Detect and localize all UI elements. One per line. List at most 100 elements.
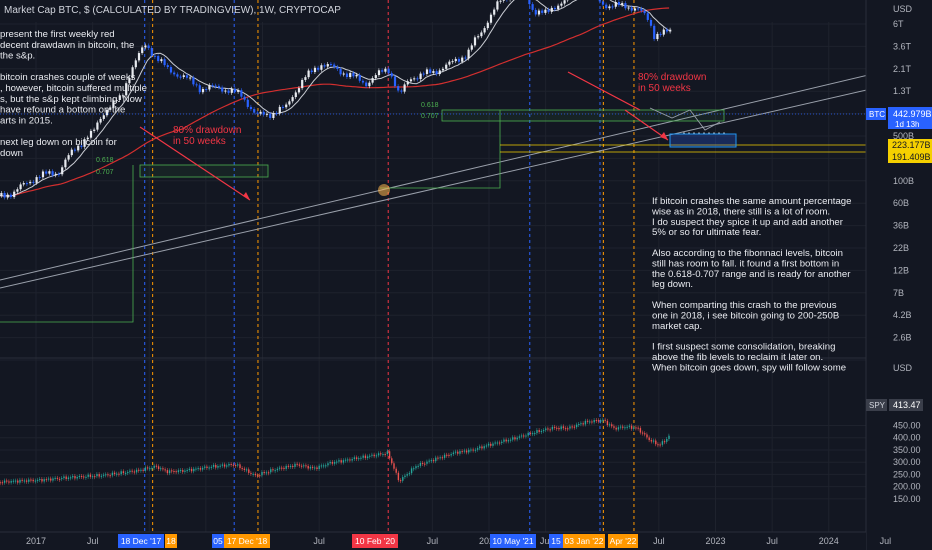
drawdown-arrow-2018 bbox=[139, 126, 251, 201]
btc-candle bbox=[157, 56, 160, 62]
spy-candle bbox=[373, 454, 375, 457]
note-line: the s&p. bbox=[0, 51, 35, 62]
spy-candle bbox=[582, 423, 584, 425]
spy-candle bbox=[663, 441, 666, 443]
time-label: Jul bbox=[427, 536, 439, 546]
spy-candle bbox=[142, 469, 144, 471]
spy-candle bbox=[190, 468, 193, 472]
spy-candle bbox=[311, 466, 314, 468]
note-line: 5% or so for ultimate fear. bbox=[652, 227, 761, 238]
btc-axis-label: 100B bbox=[893, 176, 914, 186]
btc-candles bbox=[0, 0, 672, 200]
btc-candle bbox=[221, 87, 224, 92]
spy-candle bbox=[307, 465, 309, 469]
spy-candle bbox=[459, 451, 461, 454]
spy-candle bbox=[56, 477, 59, 479]
level-low-box bbox=[888, 151, 932, 163]
btc-axis-label: 3.6T bbox=[893, 41, 912, 51]
btc-candle bbox=[365, 82, 368, 87]
spy-candle bbox=[514, 437, 516, 440]
spy-tag-box bbox=[866, 399, 887, 411]
spy-candle bbox=[230, 463, 232, 465]
btc-candle bbox=[630, 7, 633, 11]
spy-candle bbox=[120, 471, 122, 475]
spy-candle bbox=[43, 479, 45, 482]
btc-pane[interactable] bbox=[0, 0, 932, 323]
btc-candle bbox=[189, 77, 192, 79]
spy-candle bbox=[540, 431, 543, 433]
spy-candle bbox=[369, 455, 371, 457]
spy-axis-label: 250.00 bbox=[893, 469, 921, 479]
spy-candle bbox=[32, 479, 34, 482]
spy-candle bbox=[107, 474, 109, 476]
btc-candle bbox=[448, 61, 451, 65]
btc-candle bbox=[457, 58, 461, 62]
spy-candle bbox=[298, 464, 301, 466]
spy-candle bbox=[635, 427, 637, 429]
spy-candle bbox=[630, 425, 633, 429]
btc-axis-label: 2.6B bbox=[893, 333, 912, 343]
btc-candle bbox=[297, 88, 301, 93]
spy-candle bbox=[281, 467, 283, 469]
btc-candle bbox=[13, 191, 16, 198]
btc-candle bbox=[336, 66, 339, 69]
btc-candle bbox=[553, 7, 557, 10]
arrowhead-2018 bbox=[243, 192, 250, 200]
spy-candle bbox=[496, 442, 499, 444]
btc-candle bbox=[493, 9, 496, 15]
spy-candle bbox=[474, 449, 477, 451]
chart-title[interactable]: Market Cap BTC, $ (CALCULATED BY TRADING… bbox=[4, 5, 341, 16]
spy-candle bbox=[210, 466, 213, 468]
spy-candle bbox=[529, 432, 532, 434]
btc-candle bbox=[659, 33, 662, 35]
spy-candle bbox=[138, 469, 140, 471]
spy-candle bbox=[503, 439, 505, 442]
spy-candle bbox=[655, 440, 657, 445]
btc-candle bbox=[371, 78, 374, 83]
time-highlight-label: Apr '22 bbox=[610, 536, 637, 546]
spy-candle bbox=[600, 420, 602, 422]
spy-candle bbox=[644, 433, 646, 435]
time-axis[interactable]: 2017 Jul Jul Jul 2021 Jul Jul 2023 Jul 2024 Jul 18… bbox=[0, 531, 891, 550]
spy-candle bbox=[100, 475, 103, 477]
spy-candle bbox=[399, 480, 402, 482]
spy-axis-labels: USD 450.00 400.00 350.00 300.00 250.00 200.00 1… bbox=[893, 363, 921, 504]
time-highlight-box bbox=[563, 534, 605, 548]
spy-candle bbox=[413, 468, 415, 470]
spy-candle bbox=[432, 460, 435, 462]
note-top-left[interactable]: present the first weekly red decent drawd… bbox=[0, 29, 147, 159]
spy-candle bbox=[272, 469, 274, 471]
spy-candle bbox=[193, 468, 195, 472]
spy-candle bbox=[604, 419, 606, 421]
spy-candle bbox=[151, 467, 153, 469]
fib-618-right: 0.618 bbox=[421, 102, 439, 109]
time-highlight-label: 10 May '21 bbox=[492, 536, 534, 546]
btc-candle bbox=[557, 5, 560, 10]
btc-axis-label: 22B bbox=[893, 243, 909, 253]
spy-candle bbox=[184, 470, 186, 472]
drawings bbox=[139, 71, 737, 201]
spy-candle bbox=[94, 476, 96, 478]
spy-pane[interactable] bbox=[0, 417, 670, 486]
spy-candle bbox=[164, 469, 166, 471]
price-axis[interactable]: USD6T3.6T2.1T1.3T800B500B300B100B60B36B2… bbox=[865, 0, 932, 550]
btc-candle bbox=[349, 73, 352, 78]
btc-candle bbox=[432, 71, 435, 73]
spy-candle bbox=[545, 428, 547, 431]
btc-candle bbox=[409, 79, 413, 82]
spy-candle bbox=[375, 455, 378, 457]
spy-candle bbox=[465, 450, 468, 453]
btc-candle bbox=[342, 73, 345, 75]
spy-candle bbox=[80, 476, 83, 478]
btc-candle bbox=[502, 0, 505, 1]
spy-candle bbox=[6, 480, 8, 482]
spy-candle bbox=[186, 470, 188, 472]
time-highlight-box bbox=[549, 534, 563, 548]
spy-candle bbox=[567, 428, 569, 430]
btc-candle bbox=[269, 113, 272, 119]
btc-candle bbox=[0, 192, 3, 196]
spy-candle bbox=[490, 443, 492, 446]
spy-candle bbox=[195, 468, 197, 470]
btc-candle bbox=[320, 65, 323, 70]
note-right[interactable]: If bitcoin crashes the same amount perce… bbox=[651, 196, 851, 373]
